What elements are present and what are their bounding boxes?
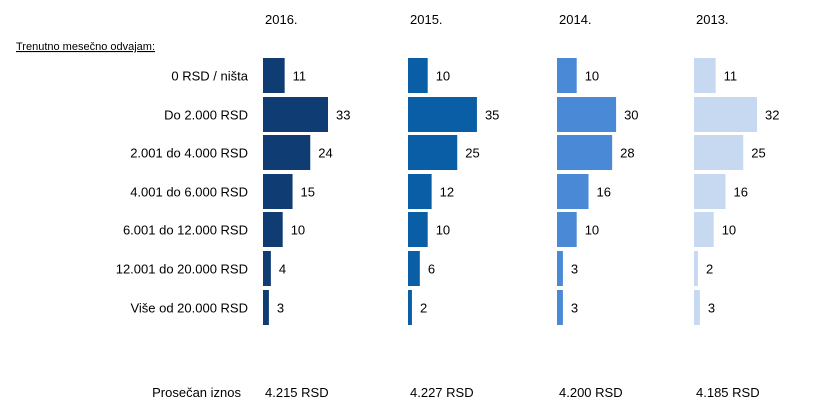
bar — [263, 58, 285, 93]
data-label: 25 — [751, 146, 765, 161]
data-label: 10 — [722, 223, 736, 238]
bar — [263, 290, 269, 325]
category-label: 12.001 do 20.000 RSD — [116, 262, 248, 277]
data-label: 4 — [279, 262, 286, 277]
average-value: 4.200 RSD — [559, 385, 623, 400]
category-label: 6.001 do 12.000 RSD — [123, 223, 248, 238]
average-value: 4.227 RSD — [410, 385, 474, 400]
bar — [557, 58, 577, 93]
bar — [557, 97, 617, 132]
bar — [263, 97, 328, 132]
data-label: 33 — [336, 108, 350, 123]
data-label: 10 — [436, 69, 450, 84]
bar — [408, 251, 420, 286]
data-label: 30 — [624, 108, 638, 123]
category-label: 0 RSD / ništa — [171, 69, 248, 84]
data-label: 2 — [420, 301, 427, 316]
category-label: Više od 20.000 RSD — [130, 301, 248, 316]
bar — [694, 135, 744, 170]
series-group: 2014. 10 30 28 16 10 3 3 4.200 RSD — [557, 12, 639, 400]
bar — [408, 97, 477, 132]
data-label: 10 — [436, 223, 450, 238]
average-value: 4.185 RSD — [696, 385, 760, 400]
bar — [694, 290, 700, 325]
series-header: 2014. — [559, 12, 592, 27]
bar — [557, 135, 613, 170]
bar — [408, 290, 412, 325]
bar — [557, 290, 563, 325]
series-group: 2013. 11 32 25 16 10 2 3 4.185 RSD — [694, 12, 779, 400]
data-label: 2 — [706, 262, 713, 277]
bar — [557, 251, 563, 286]
data-label: 15 — [301, 185, 315, 200]
data-label: 3 — [571, 262, 578, 277]
bar — [263, 251, 271, 286]
data-label: 3 — [277, 301, 284, 316]
bar — [694, 97, 758, 132]
data-label: 3 — [708, 301, 715, 316]
data-label: 24 — [318, 146, 332, 161]
bar — [408, 58, 428, 93]
data-label: 10 — [585, 223, 599, 238]
series-header: 2016. — [265, 12, 298, 27]
data-label: 32 — [765, 108, 779, 123]
series-header: 2013. — [696, 12, 729, 27]
data-label: 11 — [293, 69, 307, 84]
footer-label: Prosečan iznos — [152, 385, 241, 400]
bar — [694, 174, 726, 209]
category-label: 4.001 do 6.000 RSD — [130, 185, 248, 200]
bar — [408, 174, 432, 209]
bar — [263, 212, 283, 247]
bar — [694, 212, 714, 247]
series-group: 2015. 10 35 25 12 10 6 2 4.227 RSD — [408, 12, 499, 400]
data-label: 25 — [465, 146, 479, 161]
data-label: 16 — [597, 185, 611, 200]
category-label: 2.001 do 4.000 RSD — [130, 146, 248, 161]
data-label: 10 — [291, 223, 305, 238]
series-header: 2015. — [410, 12, 443, 27]
bar — [694, 58, 716, 93]
bar — [694, 251, 698, 286]
average-value: 4.215 RSD — [265, 385, 329, 400]
data-label: 11 — [724, 69, 738, 84]
data-label: 10 — [585, 69, 599, 84]
bar — [557, 174, 589, 209]
data-label: 6 — [428, 262, 435, 277]
bar — [408, 135, 458, 170]
data-label: 16 — [734, 185, 748, 200]
bar — [263, 135, 311, 170]
category-labels: 0 RSD / ništa Do 2.000 RSD 2.001 do 4.000 … — [116, 69, 249, 316]
section-label: Trenutno mesečno odvajam: — [16, 41, 155, 53]
data-label: 3 — [571, 301, 578, 316]
data-label: 35 — [485, 108, 499, 123]
bar — [557, 212, 577, 247]
bar — [408, 212, 428, 247]
data-label: 12 — [440, 185, 454, 200]
data-label: 28 — [620, 146, 634, 161]
series-group: 2016. 11 33 24 15 10 4 3 4.215 RSD — [263, 12, 350, 400]
category-label: Do 2.000 RSD — [164, 108, 248, 123]
bar — [263, 174, 293, 209]
